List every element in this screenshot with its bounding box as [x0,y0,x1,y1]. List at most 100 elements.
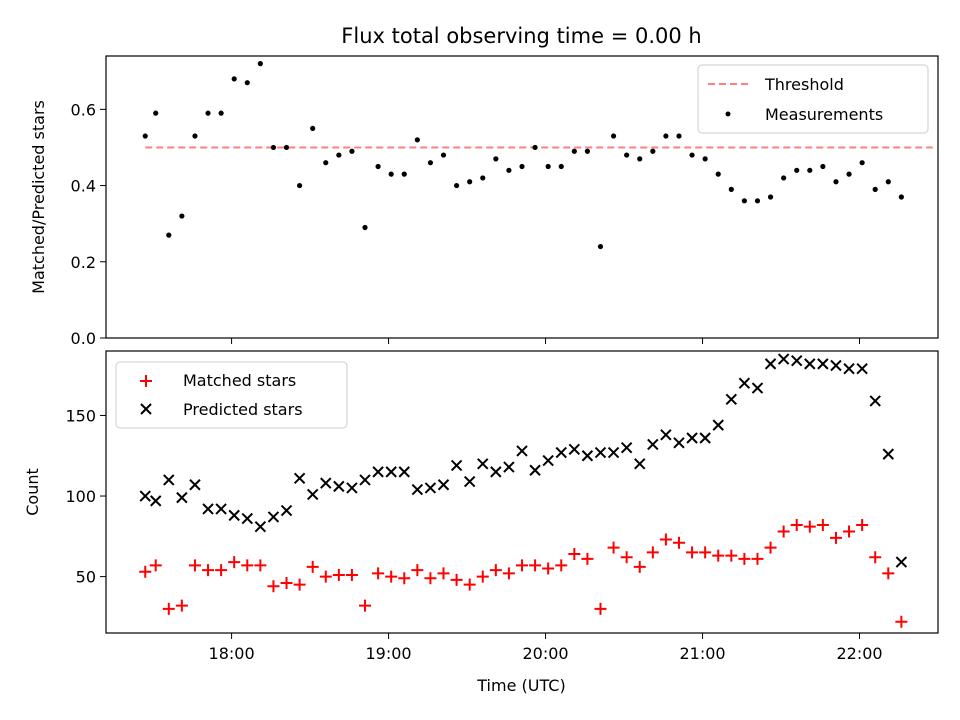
predicted-star-point [306,488,319,501]
top-panel: 0.0 0.2 0.4 0.6 Matched/Predicted stars Thr… [29,55,939,348]
measurement-point [257,61,263,67]
measurement-point [336,152,342,158]
measurement-point [192,133,198,139]
x-tick-label: 19:00 [366,644,412,663]
matched-star-point [725,549,738,562]
matched-star-point [424,572,437,585]
predicted-star-point [791,354,803,367]
matched-star-point [149,559,162,572]
predicted-star-point [359,474,371,486]
predicted-star-point [189,479,201,491]
predicted-star-point [267,511,280,523]
measurement-point [610,133,617,139]
predicted-star-point [139,490,151,502]
matched-star-point [646,546,659,559]
top-y-axis-label: Matched/Predicted stars [29,100,48,294]
predicted-star-point [424,482,437,494]
predicted-star-point [320,477,332,489]
matched-star-point [895,615,908,628]
measurement-point [898,194,904,200]
predicted-star-point [647,438,659,451]
matched-star-point [241,559,254,572]
predicted-star-point [437,479,450,491]
matched-star-point [332,568,345,581]
measurement-point [754,198,761,204]
matched-star-point [215,564,228,577]
matched-star-point [712,549,725,562]
matched-star-point [529,559,542,572]
matched-star-point [476,570,489,583]
measurement-point [558,163,564,170]
matched-star-point [463,578,476,591]
bottom-legend: Matched stars Predicted stars [115,361,348,429]
measurement-point [283,144,290,151]
measurement-point [702,156,708,162]
predicted-star-point [463,475,476,488]
measurement-point [767,194,774,200]
predicted-star-point [516,445,528,457]
measurement-point [820,163,826,170]
predicted-star-point [228,509,240,522]
predicted-star-point [372,466,384,478]
predicted-star-point [856,363,868,375]
measurement-point [388,171,394,177]
matched-star-point [139,565,152,578]
matched-star-point [280,577,293,590]
predicted-star-point [241,512,253,525]
predicted-star-point [620,441,633,454]
predicted-star-point [202,503,214,515]
predicted-star-point [568,443,581,456]
matched-star-point [267,580,280,593]
measurement-point [362,224,368,231]
matched-star-point [489,564,502,577]
matched-star-point [843,525,856,538]
predicted-star-point [385,466,397,478]
matched-star-point [188,559,201,572]
predicted-star-point [280,504,293,517]
bottom-panel: 50 100 150 18:00 19:00 20:00 21:00 22:00 Count… [23,350,939,695]
top-legend: Threshold Measurements [697,64,929,134]
legend-threshold-label: Threshold [764,75,844,94]
measurement-point [532,144,538,151]
y-tick-label: 0.6 [71,100,96,119]
measurement-point [440,152,447,158]
measurement-point [872,186,878,192]
predicted-star-point [398,466,410,478]
matched-star-point [882,567,895,580]
measurement-point [506,167,512,173]
predicted-star-point [607,446,620,459]
legend-matched-swatch [140,375,152,387]
measurement-point [179,213,185,219]
measurement-point [859,160,865,166]
matched-star-point [450,573,463,586]
legend-matched-label: Matched stars [183,371,296,390]
matched-star-point [437,567,450,580]
matched-star-point [555,559,568,572]
matched-star-point [372,567,385,580]
matched-points [139,519,908,628]
measurement-point [244,80,250,86]
matched-star-point [516,559,528,572]
matched-star-point [293,578,306,591]
bottom-y-ticks: 50 100 150 [65,406,106,587]
matched-star-point [228,556,241,569]
matched-star-point [398,572,411,585]
matched-star-point [581,552,594,565]
chart-title: Flux total observing time = 0.00 h [341,24,701,48]
matched-star-point [411,564,424,577]
predicted-star-point [333,480,345,493]
matched-star-point [306,560,319,573]
matched-star-point [202,564,215,577]
matched-star-point [764,541,777,554]
measurement-point [584,148,591,154]
measurement-point [728,186,734,192]
measurement-point [676,133,682,139]
measurement-point [323,160,329,166]
measurement-point [349,148,355,154]
measurement-point [142,133,148,139]
legend-predicted-swatch [140,403,152,415]
measurement-point [205,110,211,116]
y-tick-label: 0.4 [71,177,96,196]
predicted-star-point [176,491,188,504]
